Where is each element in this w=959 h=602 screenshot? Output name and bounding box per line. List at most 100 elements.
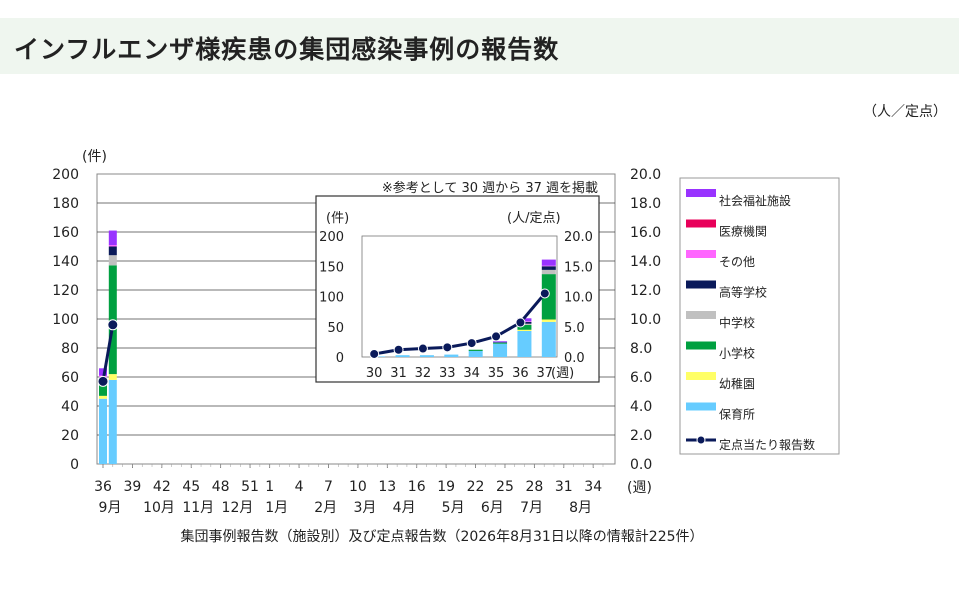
main-xtick-week: 19: [437, 479, 455, 495]
inset-line-point: [417, 343, 428, 354]
legend-swatch: [686, 219, 716, 228]
main-ytick-right: 8.0: [630, 341, 652, 357]
main-xtick-week: 10: [349, 479, 367, 495]
inset-bar-segment: [541, 265, 556, 267]
main-xtick-week: 51: [241, 479, 259, 495]
legend-swatch: [686, 341, 716, 350]
main-xtick-month: 8月: [569, 500, 592, 516]
legend-swatch: [686, 250, 716, 258]
inset-ytick-left: 100: [319, 291, 344, 306]
main-ytick-left: 0: [70, 457, 79, 473]
inset-ytick-right: 20.0: [564, 230, 593, 245]
legend-swatch: [686, 402, 716, 411]
inset-bar-segment: [517, 324, 532, 330]
inset-title: ※参考として 30 週から 37 週を掲載: [382, 180, 598, 196]
main-xtick-month: 1月: [265, 500, 288, 516]
main-ytick-right: 0.0: [630, 457, 652, 473]
inset-bar-segment: [468, 349, 483, 351]
main-ytick-right: 12.0: [630, 283, 661, 299]
legend-swatch: [686, 189, 716, 197]
main-line-point: [107, 319, 119, 331]
main-bar-segment: [108, 245, 117, 247]
main-xtick-week: 36: [94, 479, 112, 495]
main-xtick-month: 2月: [314, 500, 337, 516]
legend-label: 定点当たり報告数: [719, 437, 815, 452]
inset-xtick: 31: [390, 366, 407, 381]
main-ytick-left: 80: [61, 341, 79, 357]
inset-line-point: [491, 331, 502, 342]
main-xtick-month: 3月: [353, 500, 376, 516]
main-bar-segment: [99, 398, 107, 464]
inset-bar-segment: [468, 350, 483, 357]
inset-ytick-right: 0.0: [564, 351, 585, 366]
inset-xlabel: (週): [551, 366, 574, 381]
main-bar-segment: [99, 384, 107, 396]
inset-ylabel-right: (人/定点): [507, 211, 561, 226]
inset-ytick-right: 10.0: [564, 291, 593, 306]
inset-bar-segment: [541, 259, 556, 266]
main-bar-segment: [99, 395, 107, 399]
main-ytick-right: 14.0: [630, 254, 661, 270]
main-xtick-month: 10月: [143, 500, 175, 516]
inset-bar-segment: [444, 354, 459, 357]
main-bar-segment: [108, 379, 117, 464]
legend-label: 保育所: [719, 407, 755, 422]
inset-line-point: [466, 338, 477, 349]
inset-line-point: [539, 288, 550, 299]
main-xtick-week: 13: [378, 479, 396, 495]
inset-bar-segment: [517, 330, 532, 357]
main-ytick-right: 10.0: [630, 312, 661, 328]
main-ytick-right: 18.0: [630, 196, 661, 212]
inset-xtick: 34: [463, 366, 480, 381]
main-bar-segment: [108, 246, 117, 256]
main-xtick-week: 16: [408, 479, 426, 495]
legend-swatch: [686, 311, 716, 319]
main-xtick-month: 5月: [442, 500, 465, 516]
inset-bar-segment: [541, 266, 556, 270]
main-ytick-left: 200: [52, 167, 79, 183]
main-bar-segment: [108, 230, 117, 246]
inset-xtick: 36: [512, 366, 529, 381]
inset-xtick: 35: [488, 366, 505, 381]
inset-line-point: [442, 342, 453, 353]
main-ytick-left: 140: [52, 254, 79, 270]
main-xtick-month: 9月: [99, 500, 122, 516]
main-xtick-month: 6月: [481, 500, 504, 516]
main-xtick-week: 45: [182, 479, 200, 495]
inset-bar-segment: [493, 343, 508, 357]
main-xtick-month: 7月: [520, 500, 543, 516]
inset-xtick: 37: [537, 366, 554, 381]
inset-ytick-right: 5.0: [564, 321, 585, 336]
page-title: インフルエンザ様疾患の集団感染事例の報告数: [14, 35, 560, 64]
main-ytick-right: 16.0: [630, 225, 661, 241]
title-bar: インフルエンザ様疾患の集団感染事例の報告数: [0, 18, 959, 74]
main-xtick-week: 4: [295, 479, 304, 495]
main-ytick-left: 60: [61, 370, 79, 386]
inset-bar-segment: [541, 321, 556, 357]
inset-ytick-left: 150: [319, 260, 344, 275]
main-ytick-right: 2.0: [630, 428, 652, 444]
inset-ytick-left: 50: [327, 321, 344, 336]
inset-xtick: 30: [366, 366, 383, 381]
main-ytick-right: 20.0: [630, 167, 661, 183]
main-xtick-week: 1: [265, 479, 274, 495]
main-xtick-week: 25: [496, 479, 514, 495]
main-xtick-week: 48: [212, 479, 230, 495]
main-chart-title: 集団事例報告数（施設別）及び定点報告数（2026年8月31日以降の情報計225件…: [180, 528, 703, 545]
main-ytick-left: 40: [61, 399, 79, 415]
main-ytick-right: 4.0: [630, 399, 652, 415]
legend-label: 幼稚園: [719, 377, 755, 391]
main-ytick-left: 180: [52, 196, 79, 212]
inset-bar-segment: [419, 355, 434, 357]
main-xtick-week: 28: [525, 479, 543, 495]
unit-note: （人／定点）: [863, 104, 947, 120]
main-line-series: [101, 324, 115, 382]
main-ytick-left: 160: [52, 225, 79, 241]
inset-ylabel-left: (件): [326, 211, 349, 226]
legend-line-marker: [696, 435, 706, 445]
main-bar-segment: [99, 368, 107, 376]
inset-line-point: [515, 317, 526, 328]
legend-label: 中学校: [719, 315, 755, 330]
inset-xtick: 33: [439, 366, 456, 381]
